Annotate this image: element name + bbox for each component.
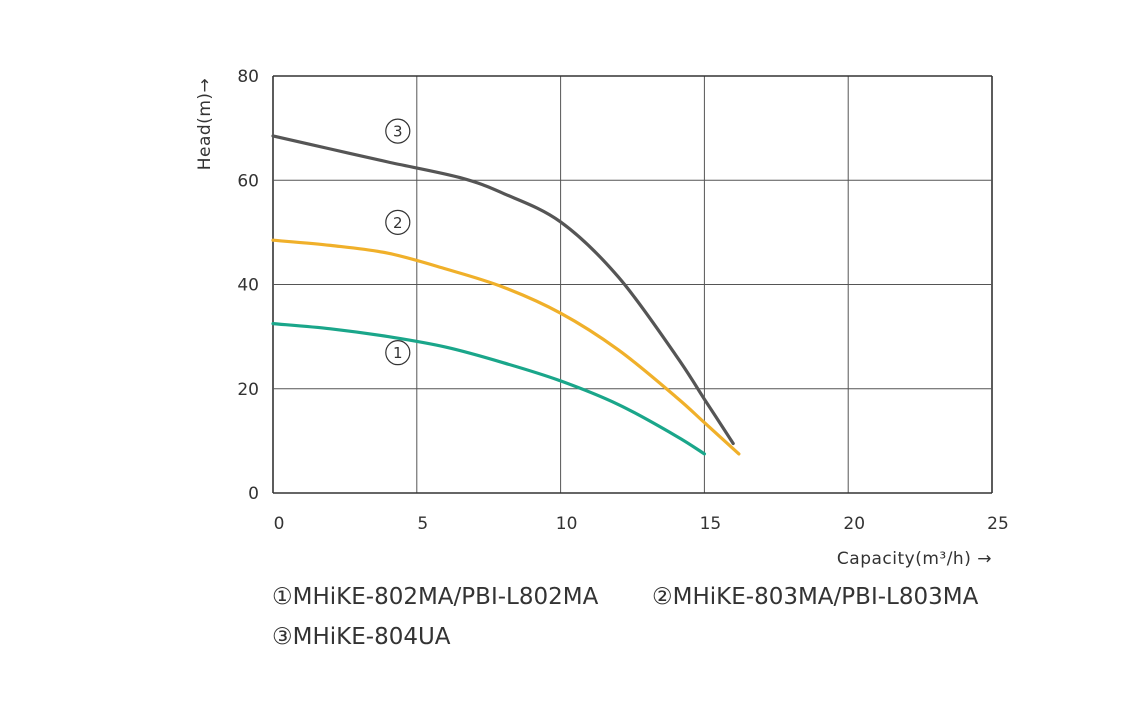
series-line-1 — [271, 322, 706, 456]
x-axis-label: Capacity(m³/h) → — [837, 549, 992, 569]
x-tick-label: 5 — [417, 514, 428, 534]
y-tick-label: 0 — [248, 484, 259, 504]
x-tick-label: 15 — [700, 514, 722, 534]
series-marker-3: 3 — [385, 118, 411, 144]
legend-item-3: ③MHiKE-804UA — [272, 624, 451, 650]
x-tick-label: 10 — [556, 514, 578, 534]
legend-item-2: ②MHiKE-803MA/PBI-L803MA — [652, 584, 979, 610]
y-tick-label: 40 — [237, 276, 259, 296]
series-marker-number: 1 — [393, 344, 403, 362]
tick-labels: 0 5 10 15 20 25 0 20 40 60 80 — [237, 67, 1008, 534]
x-tick-label: 20 — [843, 514, 865, 534]
y-tick-label: 60 — [237, 171, 259, 191]
series-line-2 — [271, 238, 741, 456]
legend-item-1: ①MHiKE-802MA/PBI-L802MA — [272, 584, 599, 610]
series-marker-circle — [385, 118, 411, 144]
series-marker-circle — [385, 340, 411, 366]
series-line-3 — [271, 134, 735, 446]
series-marker-number: 2 — [393, 214, 403, 232]
y-axis-label: Head(m)→ — [195, 78, 215, 171]
pump-curve-chart: 1 2 3 0 5 10 15 20 25 0 20 40 60 80 Head(m)→ Capacit… — [195, 67, 1009, 569]
curves — [271, 134, 741, 456]
x-tick-label: 25 — [987, 514, 1009, 534]
y-tick-label: 20 — [237, 380, 259, 400]
x-tick-label: 0 — [274, 514, 285, 534]
series-marker-1: 1 — [385, 340, 411, 366]
series-markers: 1 2 3 — [385, 118, 411, 366]
series-marker-circle — [385, 209, 411, 235]
series-marker-2: 2 — [385, 209, 411, 235]
grid — [272, 75, 993, 494]
y-tick-label: 80 — [237, 67, 259, 87]
series-marker-number: 3 — [393, 123, 403, 141]
